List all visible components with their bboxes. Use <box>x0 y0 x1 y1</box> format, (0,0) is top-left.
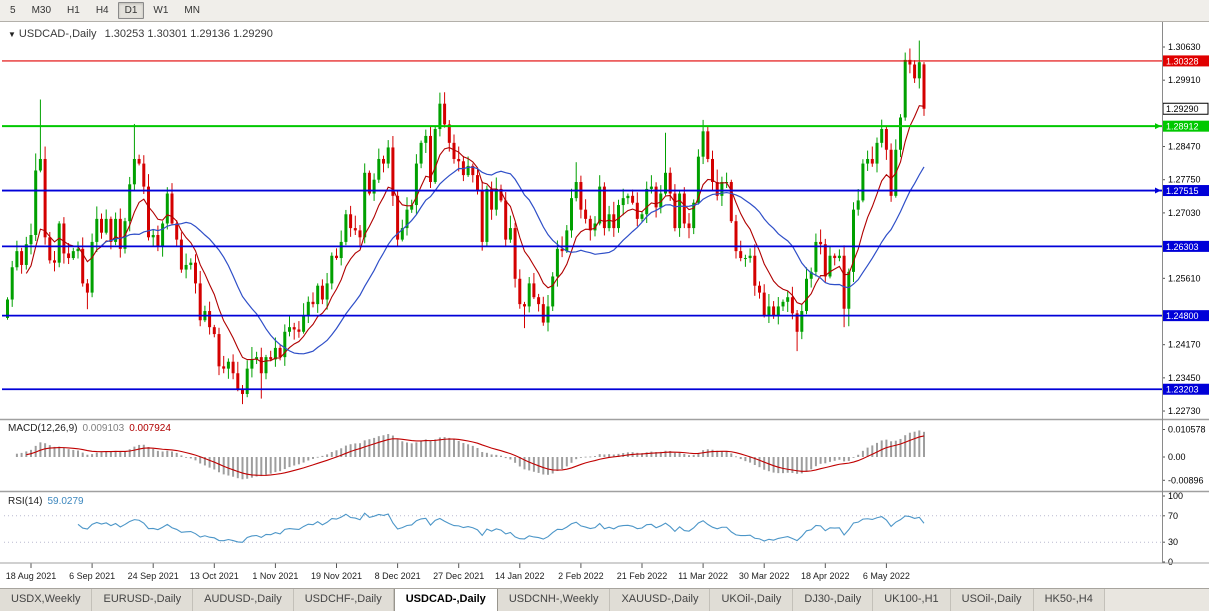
timeframe-button-h4[interactable]: H4 <box>95 5 109 16</box>
svg-text:1.29910: 1.29910 <box>1168 75 1201 85</box>
macd-name: MACD(12,26,9) <box>8 423 78 434</box>
macd-pane <box>15 430 925 480</box>
svg-text:0: 0 <box>1168 557 1173 567</box>
timeframe-button-mn[interactable]: MN <box>184 5 200 16</box>
svg-text:1.22730: 1.22730 <box>1168 406 1201 416</box>
svg-text:6 May 2022: 6 May 2022 <box>863 571 910 581</box>
svg-text:30: 30 <box>1168 537 1178 547</box>
macd-main-value: 0.009103 <box>82 423 125 434</box>
tab-eurusd-daily[interactable]: EURUSD-,Daily <box>92 589 194 611</box>
timeframe-toolbar: 5 M30 H1 H4 D1 W1 MN <box>0 0 1209 22</box>
macd-indicator-label: MACD(12,26,9) 0.009103 0.007924 <box>8 423 171 434</box>
timeframe-button-d1[interactable]: D1 <box>117 2 145 19</box>
timeframe-button-5[interactable]: 5 <box>10 5 16 16</box>
svg-text:21 Feb 2022: 21 Feb 2022 <box>617 571 668 581</box>
rsi-pane <box>4 512 1162 543</box>
svg-text:1.28470: 1.28470 <box>1168 142 1201 152</box>
rsi-indicator-label: RSI(14) 59.0279 <box>8 496 84 507</box>
tab-usdchf-daily[interactable]: USDCHF-,Daily <box>293 589 394 611</box>
macd-signal-value: 0.007924 <box>129 423 171 434</box>
rsi-name: RSI(14) <box>8 496 43 507</box>
chart-tabs-bar: USDX,Weekly EURUSD-,Daily AUDUSD-,Daily USD… <box>0 588 1209 611</box>
collapse-triangle-icon[interactable]: ▼ <box>8 30 16 39</box>
svg-text:1.26303: 1.26303 <box>1166 242 1199 252</box>
svg-text:1.25610: 1.25610 <box>1168 273 1201 283</box>
main-price-pane <box>2 40 1162 405</box>
svg-text:14 Jan 2022: 14 Jan 2022 <box>495 571 545 581</box>
svg-text:70: 70 <box>1168 511 1178 521</box>
svg-text:-0.00896: -0.00896 <box>1168 475 1204 485</box>
tab-hk50-h4[interactable]: HK50-,H4 <box>1033 589 1105 611</box>
svg-text:1.24800: 1.24800 <box>1166 311 1199 321</box>
timeframe-button-m30[interactable]: M30 <box>31 5 52 16</box>
tab-usdcad-daily[interactable]: USDCAD-,Daily <box>393 589 498 611</box>
svg-text:2 Feb 2022: 2 Feb 2022 <box>558 571 604 581</box>
svg-text:1 Nov 2021: 1 Nov 2021 <box>252 571 298 581</box>
tab-xauusd-daily[interactable]: XAUUSD-,Daily <box>610 589 711 611</box>
svg-text:100: 100 <box>1168 491 1183 501</box>
chart-title: ▼ USDCAD-,Daily 1.30253 1.30301 1.29136 1… <box>8 28 273 40</box>
svg-text:18 Aug 2021: 18 Aug 2021 <box>6 571 57 581</box>
svg-text:6 Sep 2021: 6 Sep 2021 <box>69 571 115 581</box>
chart-ohlc-values: 1.30253 1.30301 1.29136 1.29290 <box>104 28 273 40</box>
svg-text:1.27750: 1.27750 <box>1168 175 1201 185</box>
svg-text:1.24170: 1.24170 <box>1168 340 1201 350</box>
timeframe-button-h1[interactable]: H1 <box>67 5 80 16</box>
tab-uk100-h1[interactable]: UK100-,H1 <box>873 589 951 611</box>
svg-text:1.27030: 1.27030 <box>1168 208 1201 218</box>
svg-text:1.30630: 1.30630 <box>1168 42 1201 52</box>
svg-text:1.30328: 1.30328 <box>1166 56 1199 66</box>
svg-text:0.010578: 0.010578 <box>1168 424 1206 434</box>
tab-dj30-daily[interactable]: DJ30-,Daily <box>793 589 874 611</box>
svg-text:1.23450: 1.23450 <box>1168 373 1201 383</box>
svg-text:11 Mar 2022: 11 Mar 2022 <box>678 571 728 581</box>
svg-text:30 Mar 2022: 30 Mar 2022 <box>739 571 790 581</box>
svg-text:0.00: 0.00 <box>1168 452 1186 462</box>
svg-text:27 Dec 2021: 27 Dec 2021 <box>433 571 484 581</box>
tab-ukoil-daily[interactable]: UKOil-,Daily <box>710 589 794 611</box>
tab-usdcnh-weekly[interactable]: USDCNH-,Weekly <box>497 589 611 611</box>
chart-canvas[interactable]: 1.30328 1.28912 1.27515 1.26303 1.24800 1.232… <box>0 22 1209 588</box>
svg-text:19 Nov 2021: 19 Nov 2021 <box>311 571 362 581</box>
svg-text:1.29290: 1.29290 <box>1166 104 1199 114</box>
tab-usdx-weekly[interactable]: USDX,Weekly <box>0 589 93 611</box>
svg-text:1.28912: 1.28912 <box>1166 122 1199 132</box>
chart-region: 1.30328 1.28912 1.27515 1.26303 1.24800 1.232… <box>0 22 1209 588</box>
timeframe-button-w1[interactable]: W1 <box>153 5 169 16</box>
svg-text:24 Sep 2021: 24 Sep 2021 <box>128 571 179 581</box>
price-axis: 1.30328 1.28912 1.27515 1.26303 1.24800 1.232… <box>1162 42 1209 567</box>
svg-text:8 Dec 2021: 8 Dec 2021 <box>375 571 421 581</box>
date-axis: 18 Aug 2021 6 Sep 2021 24 Sep 2021 13 Oct 2… <box>6 563 910 581</box>
svg-text:1.23203: 1.23203 <box>1166 385 1199 395</box>
svg-text:1.27515: 1.27515 <box>1166 186 1199 196</box>
rsi-value: 59.0279 <box>47 496 84 507</box>
tab-audusd-daily[interactable]: AUDUSD-,Daily <box>193 589 294 611</box>
svg-text:13 Oct 2021: 13 Oct 2021 <box>190 571 239 581</box>
chart-symbol-label: USDCAD-,Daily <box>18 28 97 40</box>
tab-usoil-daily[interactable]: USOil-,Daily <box>950 589 1034 611</box>
svg-text:18 Apr 2022: 18 Apr 2022 <box>801 571 850 581</box>
